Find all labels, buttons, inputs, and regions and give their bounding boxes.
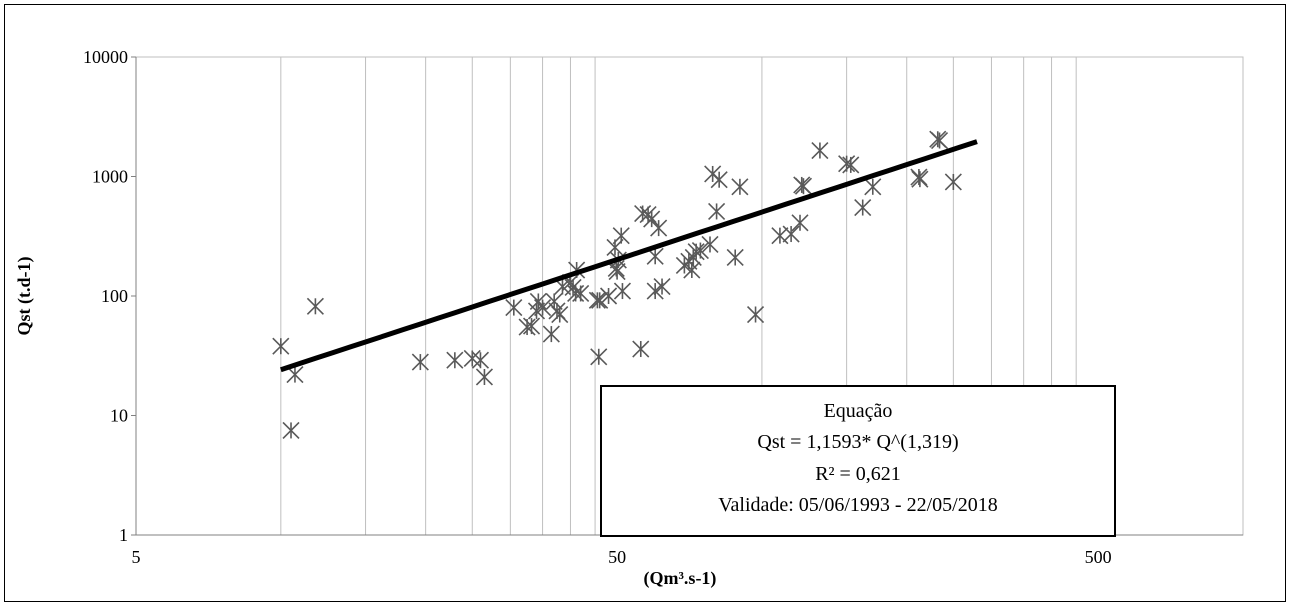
- x-tick-label: 5: [132, 547, 141, 567]
- data-point: [471, 351, 490, 369]
- equation-line-1: Equação: [824, 400, 893, 422]
- data-point: [854, 198, 872, 217]
- y-tick-label: 10000: [83, 47, 128, 67]
- data-point: [613, 282, 632, 300]
- data-point: [306, 297, 324, 315]
- data-point: [910, 168, 928, 186]
- trend-line-group: [280, 139, 978, 373]
- data-point: [542, 325, 560, 343]
- data-point: [282, 421, 300, 439]
- data-point: [522, 317, 541, 335]
- data-point: [691, 241, 709, 260]
- y-axis-title: Qst (t.d-1): [14, 257, 35, 336]
- x-axis-title: (Qm³.s-1): [644, 568, 717, 589]
- data-point: [726, 248, 744, 267]
- data-point: [643, 210, 661, 228]
- y-tick-label: 100: [101, 286, 128, 306]
- data-point: [791, 214, 809, 232]
- data-point: [551, 305, 569, 324]
- data-point: [746, 305, 765, 324]
- data-point: [794, 177, 813, 195]
- y-tick-label: 1000: [92, 167, 128, 187]
- data-point: [564, 278, 582, 296]
- data-point: [590, 348, 608, 366]
- data-point: [612, 227, 630, 245]
- equation-line-4: Validade: 05/06/1993 - 22/05/2018: [718, 494, 997, 516]
- y-tick-label: 10: [110, 406, 128, 426]
- data-point: [701, 235, 719, 254]
- data-point: [811, 141, 829, 160]
- data-point: [930, 131, 949, 150]
- data-point: [588, 291, 606, 309]
- data-point: [710, 171, 728, 189]
- data-point: [911, 170, 929, 188]
- data-point: [591, 291, 609, 309]
- data-point: [708, 202, 726, 221]
- data-point: [411, 353, 429, 371]
- data-point: [653, 277, 671, 296]
- data-point: [632, 340, 650, 358]
- data-point: [864, 178, 882, 196]
- x-tick-label: 500: [1085, 547, 1112, 567]
- data-point: [944, 173, 962, 191]
- data-point: [475, 368, 494, 386]
- data-point: [572, 284, 590, 303]
- data-point: [782, 225, 800, 243]
- y-tick-label: 1: [119, 525, 128, 545]
- data-point: [272, 337, 290, 355]
- data-point: [650, 219, 668, 237]
- x-tick-label: 50: [608, 547, 626, 567]
- equation-box: Equação Qst = 1,1593* Q^(1,319) R² = 0,6…: [600, 385, 1116, 537]
- trend-line: [280, 139, 978, 373]
- equation-line-2: Qst = 1,1593* Q^(1,319): [757, 431, 958, 453]
- data-point: [505, 299, 523, 317]
- data-point: [534, 299, 552, 317]
- data-point: [446, 351, 464, 369]
- data-point: [842, 156, 860, 174]
- tick-labels: 1 10 100 1000 10000 5 50 500: [83, 47, 1112, 567]
- chart-frame: [4, 4, 1286, 602]
- equation-line-3: R² = 0,621: [815, 463, 901, 485]
- data-point: [599, 287, 618, 305]
- data-point: [731, 178, 749, 196]
